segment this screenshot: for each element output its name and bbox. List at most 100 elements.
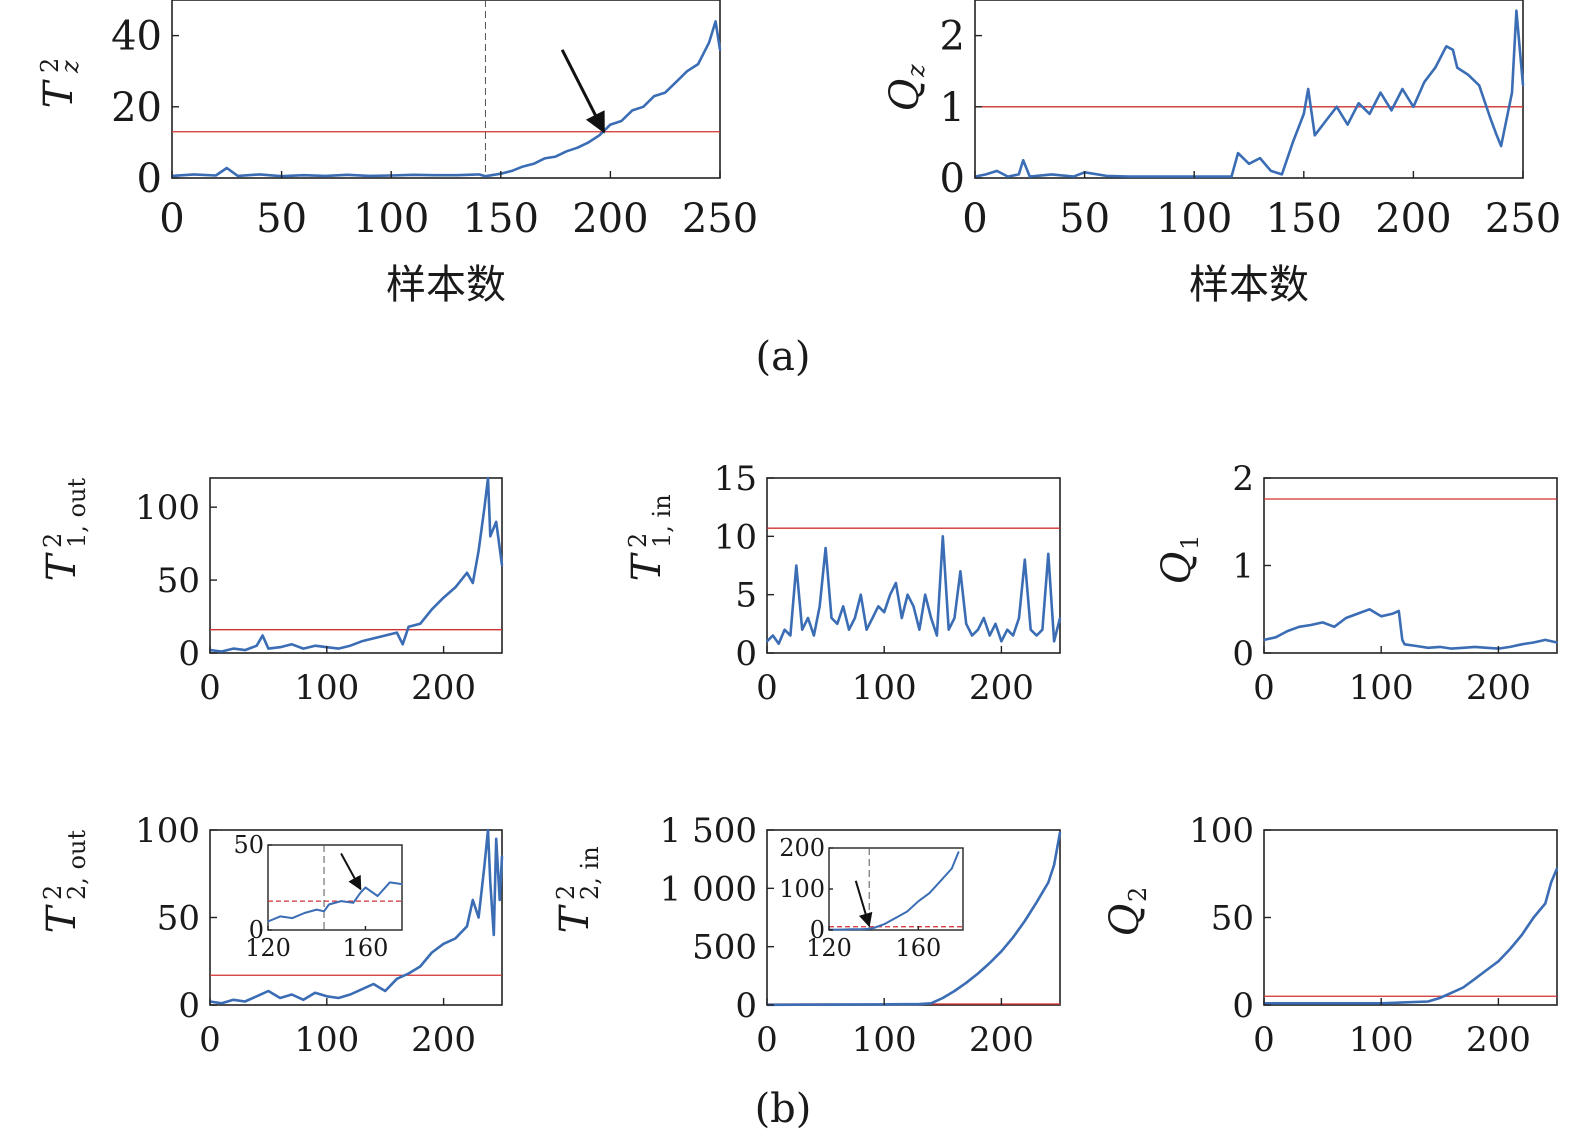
data-point-b4-26 [487, 829, 489, 831]
data-point-b5-inset-3 [861, 928, 864, 931]
data-point-b4-4 [255, 995, 258, 998]
data-point-b3-12 [1397, 610, 1400, 612]
data-point-a2-6 [1028, 175, 1031, 178]
data-point-a1-31 [653, 95, 656, 98]
data-point-b4-31 [501, 855, 503, 858]
data-point-b2-0 [766, 640, 768, 643]
data-point-a2-16 [1230, 175, 1233, 178]
data-point-b6-7 [1474, 977, 1476, 980]
data-point-a1-36 [708, 41, 710, 44]
ylabel-b6: Q 2 [1102, 887, 1152, 937]
data-point-b5-inset-5 [872, 927, 875, 929]
data-point-b4-10 [325, 995, 328, 998]
data-point-a1-24 [576, 146, 579, 149]
ylabel-b2-sup: 2 [624, 533, 652, 548]
xtick-label-b2-1: 100 [852, 668, 917, 708]
data-point-b4-8 [302, 998, 305, 1001]
data-point-b6-9 [1497, 960, 1500, 963]
ylabel-b6-sub: 2 [1124, 887, 1152, 902]
data-point-b3-4 [1309, 624, 1312, 626]
ytick-label-b4-inset-0: 0 [249, 916, 264, 944]
data-point-b1-27 [483, 506, 486, 509]
ylabel-a1-main: T [36, 78, 82, 108]
data-point-b5-3 [918, 1003, 921, 1005]
ytick-label-a1-1: 20 [111, 85, 162, 131]
data-point-b2-25 [912, 605, 915, 608]
data-point-b6-15 [1556, 867, 1558, 870]
data-point-b2-4 [789, 634, 792, 637]
data-point-b1-4 [255, 644, 258, 647]
ytick-label-b4-0: 0 [178, 986, 200, 1026]
xtick-label-a2-5: 250 [1485, 196, 1561, 242]
data-point-b2-34 [965, 622, 968, 625]
ytick-label-b1-0: 0 [178, 634, 200, 674]
data-point-b5-inset-2 [850, 928, 853, 931]
ylabel-b3-sub: 1 [1176, 535, 1204, 550]
ylabel-b4-sub: 2, out [63, 830, 91, 900]
axes-frame-b4-inset [267, 844, 403, 931]
data-point-b4-21 [454, 937, 457, 940]
data-point-b4-27 [489, 881, 492, 884]
data-point-b1-19 [407, 625, 410, 628]
ylabel-b2-main: T [624, 551, 670, 581]
data-point-a2-32 [1390, 109, 1393, 112]
data-point-a2-38 [1451, 48, 1454, 51]
data-point-a2-1 [985, 173, 987, 176]
data-point-b3-16 [1427, 646, 1429, 649]
data-point-a2-43 [1495, 134, 1498, 137]
data-point-b2-32 [953, 617, 956, 619]
data-point-b3-27 [1556, 641, 1558, 644]
data-point-a1-10 [368, 174, 371, 177]
data-point-b5-inset-6 [883, 922, 886, 925]
ytick-label-b5-inset-2: 200 [779, 834, 825, 862]
data-point-b5-inset-12 [950, 867, 953, 870]
data-point-b5-inset-7 [895, 916, 897, 919]
data-point-b3-8 [1356, 612, 1359, 615]
xtick-label-b5-0: 0 [756, 1020, 778, 1060]
ylabel-a2: Q z [882, 64, 930, 111]
data-point-a2-5 [1022, 159, 1025, 162]
panel-b6: 0 100 200 0 50 100 [1189, 811, 1559, 1060]
data-point-b2-15 [854, 617, 856, 619]
data-point-b1-17 [395, 631, 398, 634]
ylabel-a2-main: Q [882, 79, 928, 112]
xlabel-a2: 样本数 [1189, 262, 1309, 308]
data-point-b2-21 [889, 593, 891, 596]
ytick-label-a1-0: 0 [137, 156, 162, 202]
data-point-a2-13 [1171, 175, 1174, 178]
ytick-label-b3-0: 0 [1232, 634, 1254, 674]
data-point-b1-21 [431, 608, 433, 611]
caption-b: (b) [755, 1086, 812, 1132]
data-point-a1-37 [714, 20, 717, 23]
data-point-b1-16 [384, 634, 387, 637]
ylabel-b1-sup: 2 [39, 533, 67, 548]
data-point-b6-14 [1550, 881, 1553, 884]
data-point-a2-39 [1456, 66, 1459, 69]
data-point-b2-48 [1047, 552, 1050, 555]
data-point-a2-36 [1434, 66, 1437, 69]
data-point-b4-16 [395, 977, 398, 980]
data-point-b2-5 [795, 564, 798, 567]
xtick-label-b2-2: 200 [969, 668, 1034, 708]
axes-frame-b5-inset [828, 847, 964, 931]
ytick-label-b4-2: 100 [135, 811, 200, 851]
data-point-b3-11 [1392, 612, 1394, 615]
xtick-label-a2-4: 200 [1375, 196, 1451, 242]
data-point-b6-10 [1509, 948, 1512, 950]
data-point-a1-26 [598, 134, 601, 137]
data-point-b2-35 [971, 634, 973, 637]
data-point-b1-31 [501, 564, 503, 567]
data-point-b3-24 [1520, 643, 1523, 646]
fault-arrow-b4-inset [340, 853, 362, 891]
data-point-b2-30 [941, 535, 944, 538]
xtick-label-b4-inset-0: 120 [245, 934, 291, 962]
ylabel-a2-sub: z [902, 64, 930, 78]
ytick-label-b5-3: 1 500 [660, 811, 757, 851]
data-point-a2-44 [1500, 145, 1502, 147]
series-line-b4-inset [267, 881, 403, 923]
data-point-b4-3 [244, 1000, 246, 1003]
data-point-b1-3 [244, 649, 246, 651]
ytick-label-b5-inset-1: 100 [779, 875, 825, 903]
data-point-b3-3 [1298, 625, 1301, 628]
